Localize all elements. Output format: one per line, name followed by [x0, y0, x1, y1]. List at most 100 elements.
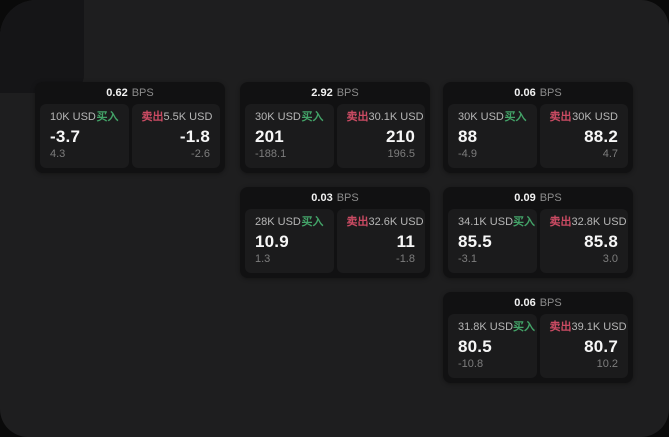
buy-amount: 30K USD	[255, 111, 301, 123]
buy-side-label: 买入	[301, 111, 324, 123]
bps-value: 0.06	[514, 297, 536, 309]
quote-card: 0.03 BPS 28K USD 买入 10.9 1.3 卖出 32.6K US…	[240, 187, 430, 278]
quote-card: 0.09 BPS 34.1K USD 买入 85.5 -3.1 卖出 32.8K…	[443, 187, 633, 278]
sell-delta: -1.8	[396, 253, 415, 265]
sell-quote-tile[interactable]: 卖出 32.8K USD 85.8 3.0	[539, 209, 628, 273]
sell-side-label: 卖出	[346, 216, 369, 228]
bps-unit-label: BPS	[539, 192, 562, 204]
buy-price: 85.5	[458, 232, 492, 251]
quote-card: 2.92 BPS 30K USD 买入 201 -188.1 卖出 30.1K …	[240, 82, 430, 173]
sell-tile-header: 卖出 32.6K USD	[346, 216, 424, 229]
sell-tile-header: 卖出 30.1K USD	[346, 111, 424, 124]
buy-tile-header: 31.8K USD 买入	[458, 321, 535, 334]
sell-amount: 39.1K USD	[571, 321, 627, 333]
buy-amount: 10K USD	[50, 111, 96, 123]
buy-quote-tile[interactable]: 31.8K USD 买入 80.5 -10.8	[448, 314, 537, 378]
sell-price: 88.2	[584, 127, 618, 146]
sell-delta: 3.0	[602, 253, 618, 265]
buy-side-label: 买入	[96, 111, 119, 123]
card-bps-header: 0.09 BPS	[443, 187, 633, 209]
buy-amount: 34.1K USD	[458, 216, 514, 228]
bps-value: 0.09	[514, 192, 536, 204]
buy-side-label: 买入	[504, 111, 527, 123]
buy-price: 88	[458, 127, 478, 146]
card-bps-header: 0.06 BPS	[443, 82, 633, 104]
bps-value: 0.06	[514, 87, 536, 99]
sell-delta: 4.7	[602, 148, 618, 160]
bps-unit-label: BPS	[336, 87, 359, 99]
buy-amount: 28K USD	[255, 216, 301, 228]
sell-side-label: 卖出	[141, 111, 164, 123]
bps-unit-label: BPS	[336, 192, 359, 204]
sell-quote-tile[interactable]: 卖出 5.5K USD -1.8 -2.6	[131, 104, 220, 168]
bps-value: 0.62	[106, 87, 128, 99]
sell-amount: 30.1K USD	[368, 111, 424, 123]
bps-value: 0.03	[311, 192, 333, 204]
quote-tiles: 10K USD 买入 -3.7 4.3 卖出 5.5K USD -1.8 -2.…	[35, 104, 225, 168]
sell-quote-tile[interactable]: 卖出 30K USD 88.2 4.7	[539, 104, 628, 168]
buy-side-label: 买入	[301, 216, 324, 228]
quote-card: 0.06 BPS 31.8K USD 买入 80.5 -10.8 卖出 39.1…	[443, 292, 633, 383]
sell-amount: 32.6K USD	[368, 216, 424, 228]
quote-tiles: 34.1K USD 买入 85.5 -3.1 卖出 32.8K USD 85.8…	[443, 209, 633, 273]
buy-delta: -10.8	[458, 358, 484, 370]
buy-quote-tile[interactable]: 30K USD 买入 201 -188.1	[245, 104, 334, 168]
quote-tiles: 28K USD 买入 10.9 1.3 卖出 32.6K USD 11 -1.8	[240, 209, 430, 273]
buy-quote-tile[interactable]: 10K USD 买入 -3.7 4.3	[40, 104, 129, 168]
buy-price: 201	[255, 127, 284, 146]
sell-side-label: 卖出	[346, 111, 369, 123]
sell-amount: 30K USD	[572, 111, 618, 123]
sell-price: 210	[386, 127, 415, 146]
buy-side-label: 买入	[513, 321, 536, 333]
sell-quote-tile[interactable]: 卖出 32.6K USD 11 -1.8	[336, 209, 425, 273]
sell-side-label: 卖出	[549, 321, 572, 333]
buy-tile-header: 28K USD 买入	[255, 216, 324, 229]
sell-delta: 10.2	[596, 358, 618, 370]
bps-unit-label: BPS	[131, 87, 154, 99]
buy-tile-header: 34.1K USD 买入	[458, 216, 535, 229]
buy-delta: -4.9	[458, 148, 477, 160]
sell-delta: -2.6	[191, 148, 210, 160]
buy-price: 80.5	[458, 337, 492, 356]
sell-quote-tile[interactable]: 卖出 30.1K USD 210 196.5	[336, 104, 425, 168]
buy-tile-header: 30K USD 买入	[458, 111, 527, 124]
sell-tile-header: 卖出 32.8K USD	[550, 216, 627, 229]
sell-quote-tile[interactable]: 卖出 39.1K USD 80.7 10.2	[539, 314, 628, 378]
buy-price: -3.7	[50, 127, 81, 146]
bps-value: 2.92	[311, 87, 333, 99]
quote-tiles: 31.8K USD 买入 80.5 -10.8 卖出 39.1K USD 80.…	[443, 314, 633, 378]
sell-price: 85.8	[584, 232, 618, 251]
bps-unit-label: BPS	[539, 87, 562, 99]
sell-tile-header: 卖出 30K USD	[550, 111, 619, 124]
bps-unit-label: BPS	[539, 297, 562, 309]
buy-tile-header: 30K USD 买入	[255, 111, 324, 124]
card-bps-header: 2.92 BPS	[240, 82, 430, 104]
corner-overlay-panel	[0, 0, 84, 93]
sell-amount: 32.8K USD	[571, 216, 627, 228]
buy-amount: 31.8K USD	[458, 321, 514, 333]
sell-price: 11	[396, 232, 415, 251]
buy-quote-tile[interactable]: 34.1K USD 买入 85.5 -3.1	[448, 209, 537, 273]
buy-quote-tile[interactable]: 28K USD 买入 10.9 1.3	[245, 209, 334, 273]
quote-card: 0.62 BPS 10K USD 买入 -3.7 4.3 卖出 5.5K USD…	[35, 82, 225, 173]
buy-tile-header: 10K USD 买入	[50, 111, 119, 124]
card-bps-header: 0.62 BPS	[35, 82, 225, 104]
quote-card: 0.06 BPS 30K USD 买入 88 -4.9 卖出 30K USD 8…	[443, 82, 633, 173]
sell-tile-header: 卖出 39.1K USD	[549, 321, 627, 334]
quote-tiles: 30K USD 买入 88 -4.9 卖出 30K USD 88.2 4.7	[443, 104, 633, 168]
card-bps-header: 0.06 BPS	[443, 292, 633, 314]
sell-price: 80.7	[584, 337, 618, 356]
buy-side-label: 买入	[513, 216, 536, 228]
buy-delta: -188.1	[255, 148, 287, 160]
buy-delta: -3.1	[458, 253, 477, 265]
sell-price: -1.8	[179, 127, 210, 146]
buy-price: 10.9	[255, 232, 289, 251]
buy-delta: 4.3	[50, 148, 66, 160]
buy-delta: 1.3	[255, 253, 271, 265]
quote-tiles: 30K USD 买入 201 -188.1 卖出 30.1K USD 210 1…	[240, 104, 430, 168]
buy-quote-tile[interactable]: 30K USD 买入 88 -4.9	[448, 104, 537, 168]
sell-tile-header: 卖出 5.5K USD	[141, 111, 213, 124]
sell-delta: 196.5	[387, 148, 415, 160]
buy-amount: 30K USD	[458, 111, 504, 123]
